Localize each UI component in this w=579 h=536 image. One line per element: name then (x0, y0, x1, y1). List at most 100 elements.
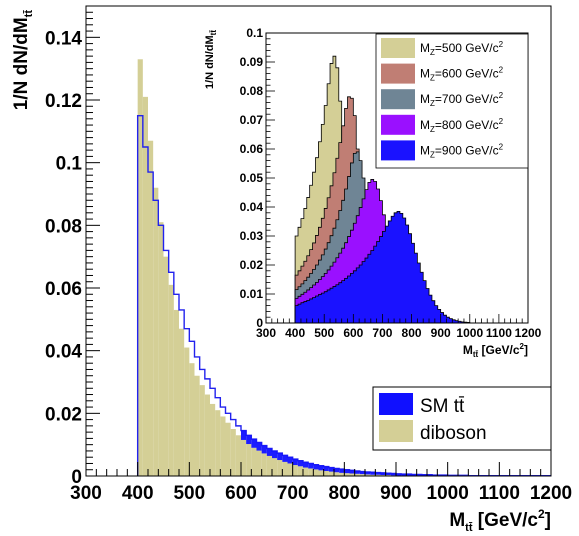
diboson-bin (313, 469, 318, 476)
legend-swatch-diboson (379, 420, 413, 442)
diboson-bin (179, 329, 184, 476)
main-x-axis-title: Mtt̄ [GeV/c2] (449, 507, 551, 531)
sm-ttbar-bin (329, 468, 334, 472)
diboson-bin (200, 385, 205, 476)
y-tick-label: 0.12 (45, 91, 82, 112)
inset-legend-swatch (381, 64, 415, 84)
inset-legend-swatch (381, 89, 415, 109)
diboson-bin (231, 429, 236, 476)
inset-y-tick-label: 0.02 (240, 258, 264, 272)
sm-ttbar-bin (324, 467, 329, 471)
sm-ttbar-bin (272, 451, 277, 458)
sm-ttbar-bin (355, 471, 360, 474)
diboson-bin (189, 363, 194, 476)
sm-ttbar-bin (288, 457, 293, 463)
sm-ttbar-bin (298, 461, 303, 467)
inset-x-tick-label: 500 (314, 326, 334, 340)
diboson-bin (184, 348, 189, 476)
inset-y-tick-label: 0 (256, 316, 263, 330)
sm-ttbar-bin (386, 473, 391, 475)
inset-y-tick-label: 0.01 (240, 287, 264, 301)
diboson-bin (220, 416, 225, 476)
sm-ttbar-bin (313, 465, 318, 470)
diboson-bin (319, 470, 324, 476)
diboson-bin (153, 188, 158, 476)
diboson-bin (334, 472, 339, 476)
diboson-bin (251, 448, 256, 476)
inset-x-tick-label: 900 (431, 326, 451, 340)
inset-x-tick-label: 800 (402, 326, 422, 340)
x-tick-label: 400 (122, 483, 154, 504)
diboson-bin (272, 458, 277, 476)
sm-ttbar-bin (246, 435, 251, 444)
diboson-bin (246, 444, 251, 476)
diboson-bin (293, 465, 298, 476)
inset-y-tick-label: 0.03 (240, 229, 264, 243)
x-tick-label: 800 (328, 483, 360, 504)
inset-y-tick-label: 0.1 (246, 26, 263, 40)
y-tick-label: 0.04 (45, 342, 82, 363)
sm-ttbar-bin (303, 462, 308, 467)
diboson-bin (215, 410, 220, 476)
sm-ttbar-bin (375, 473, 380, 475)
sm-ttbar-bin (334, 468, 339, 472)
inset-legend-swatch (381, 115, 415, 135)
diboson-bin (226, 423, 231, 476)
diboson-bin (324, 471, 329, 476)
inset-legend-swatch (381, 38, 415, 58)
diboson-bin (174, 310, 179, 476)
sm-ttbar-bin (308, 463, 313, 468)
inset-y-tick-label: 0.07 (240, 113, 264, 127)
sm-ttbar-bin (370, 472, 375, 475)
diboson-bin (298, 466, 303, 476)
y-tick-label: 0.06 (45, 279, 82, 300)
diboson-bin (262, 453, 267, 476)
sm-ttbar-bin (267, 448, 272, 456)
diboson-bin (138, 59, 143, 476)
legend-label-sm-ttbar: SM tt̄ (420, 396, 465, 417)
legend-label-diboson: diboson (420, 423, 487, 444)
inset-y-tick-label: 0.09 (240, 55, 264, 69)
x-tick-label: 700 (277, 483, 309, 504)
diboson-bin (288, 463, 293, 476)
sm-ttbar-bin (344, 470, 349, 473)
sm-ttbar-bin (241, 431, 246, 440)
y-tick-label: 0.08 (45, 216, 82, 237)
diboson-bin (143, 97, 148, 476)
inset-x-tick-label: 1100 (486, 326, 512, 340)
diboson-bin (303, 468, 308, 476)
y-tick-label: 0.02 (45, 404, 82, 425)
x-tick-label: 900 (380, 483, 412, 504)
x-tick-label: 1200 (530, 483, 572, 504)
diboson-bin (210, 404, 215, 476)
inset-y-axis-title: 1/N dN/dMtt̄ (204, 29, 218, 89)
inset-y-tick-label: 0.08 (240, 84, 264, 98)
diboson-bin (329, 472, 334, 476)
inset-x-tick-label: 1200 (515, 326, 542, 340)
inset-x-axis-title: Mtt̄ [GeV/c2] (463, 342, 528, 359)
diboson-bin (282, 462, 287, 476)
inset-x-tick-label: 400 (285, 326, 305, 340)
sm-ttbar-bin (365, 472, 370, 475)
diboson-bin (236, 435, 241, 476)
diboson-bin (205, 395, 210, 476)
diboson-bin (169, 285, 174, 476)
y-tick-label: 0.1 (56, 154, 83, 175)
diboson-bin (158, 222, 163, 476)
y-tick-label: 0 (71, 467, 82, 488)
sm-ttbar-bin (391, 473, 396, 475)
inset-y-tick-label: 0.04 (240, 200, 264, 214)
inset-x-tick-label: 600 (343, 326, 363, 340)
sm-ttbar-bin (277, 453, 282, 460)
y-tick-label: 0.14 (45, 28, 82, 49)
sm-ttbar-bin (350, 470, 355, 473)
inset-y-tick-label: 0.06 (240, 142, 264, 156)
inset-y-tick-label: 0.05 (240, 171, 264, 185)
diboson-bin (257, 451, 262, 476)
legend-swatch-sm-ttbar (379, 393, 413, 415)
sm-ttbar-bin (262, 446, 267, 454)
sm-ttbar-bin (282, 455, 287, 462)
